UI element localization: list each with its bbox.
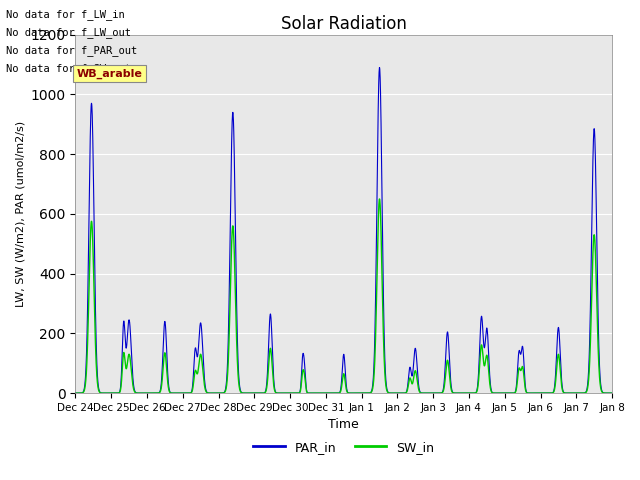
PAR_in [317, 390, 325, 396]
PAR_in [540, 390, 548, 396]
Text: No data for f_SW_out: No data for f_SW_out [6, 63, 131, 74]
SW_in [132, 390, 140, 396]
Text: No data for f_LW_out: No data for f_LW_out [6, 27, 131, 38]
SW_in [72, 390, 79, 396]
SW_in [317, 390, 325, 396]
PAR_in [598, 388, 605, 394]
PAR_in [301, 360, 308, 365]
Line: PAR_in: PAR_in [76, 68, 612, 393]
Text: WB_arable: WB_arable [77, 69, 143, 79]
SW_in [376, 196, 383, 202]
X-axis label: Time: Time [328, 419, 359, 432]
SW_in [540, 390, 548, 396]
Title: Solar Radiation: Solar Radiation [281, 15, 406, 33]
SW_in [164, 385, 172, 391]
SW_in [598, 389, 605, 395]
PAR_in [277, 390, 285, 396]
PAR_in [72, 390, 79, 396]
Y-axis label: LW, SW (W/m2), PAR (umol/m2/s): LW, SW (W/m2), PAR (umol/m2/s) [15, 121, 25, 307]
SW_in [608, 390, 616, 396]
Text: No data for f_LW_in: No data for f_LW_in [6, 9, 125, 20]
PAR_in [164, 381, 172, 386]
Legend: PAR_in, SW_in: PAR_in, SW_in [248, 435, 439, 458]
PAR_in [132, 390, 140, 396]
PAR_in [376, 65, 383, 71]
SW_in [277, 390, 285, 396]
PAR_in [608, 390, 616, 396]
Text: No data for f_PAR_out: No data for f_PAR_out [6, 45, 138, 56]
SW_in [301, 372, 308, 377]
Line: SW_in: SW_in [76, 199, 612, 393]
